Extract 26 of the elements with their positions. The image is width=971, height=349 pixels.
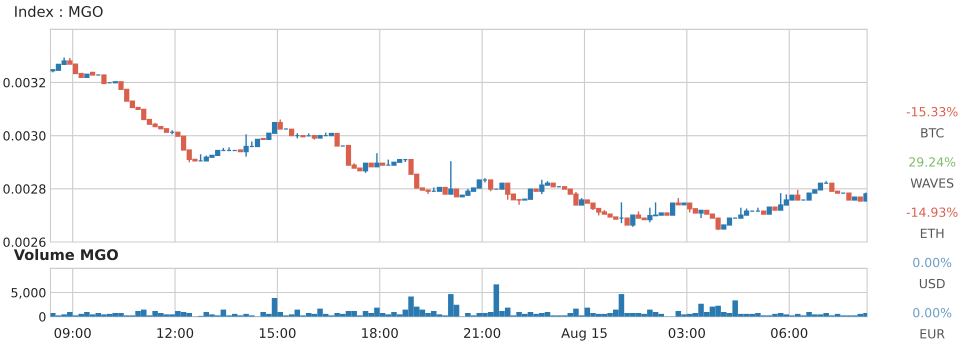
- category-label: EUR: [920, 329, 945, 339]
- y-tick-label: 5,000: [12, 288, 46, 299]
- category-label: WAVES: [910, 178, 954, 188]
- text: 0.00%: [913, 258, 952, 268]
- category-label: USD: [920, 278, 945, 288]
- chart-title: Index : MGO: [15, 6, 103, 18]
- y-tick-label: 0.0026: [3, 237, 46, 247]
- x-tick-label: 03:00: [668, 328, 705, 338]
- x-tick-label: 06:00: [771, 328, 808, 338]
- x-tick-label: 18:00: [362, 328, 398, 338]
- x-tick-label: 12:00: [157, 328, 194, 338]
- x-tick-label: Aug 15: [561, 328, 607, 341]
- text: -14.93%: [906, 207, 958, 217]
- y-tick-label: 0.0030: [3, 131, 46, 141]
- y-tick-label: 0: [39, 312, 46, 322]
- chart-title: Volume MGO: [14, 248, 118, 260]
- y-tick-label: 0.0028: [3, 184, 46, 194]
- text: 29.24%: [909, 157, 956, 167]
- text: -15.33%: [906, 106, 958, 116]
- y-tick-label: 0.0032: [3, 78, 46, 88]
- text: 0.00%: [913, 308, 952, 318]
- category-label: BTC: [921, 128, 944, 138]
- x-tick-label: 15:00: [260, 328, 296, 338]
- x-tick-label: 21:00: [464, 328, 500, 338]
- x-tick-label: 09:00: [54, 328, 91, 338]
- category-label: ETH: [920, 228, 944, 238]
